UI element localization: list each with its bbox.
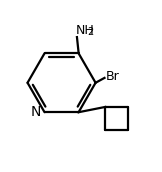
Text: NH: NH: [76, 24, 95, 37]
Text: N: N: [31, 105, 41, 119]
Text: Br: Br: [105, 70, 119, 83]
Text: 2: 2: [87, 27, 93, 37]
